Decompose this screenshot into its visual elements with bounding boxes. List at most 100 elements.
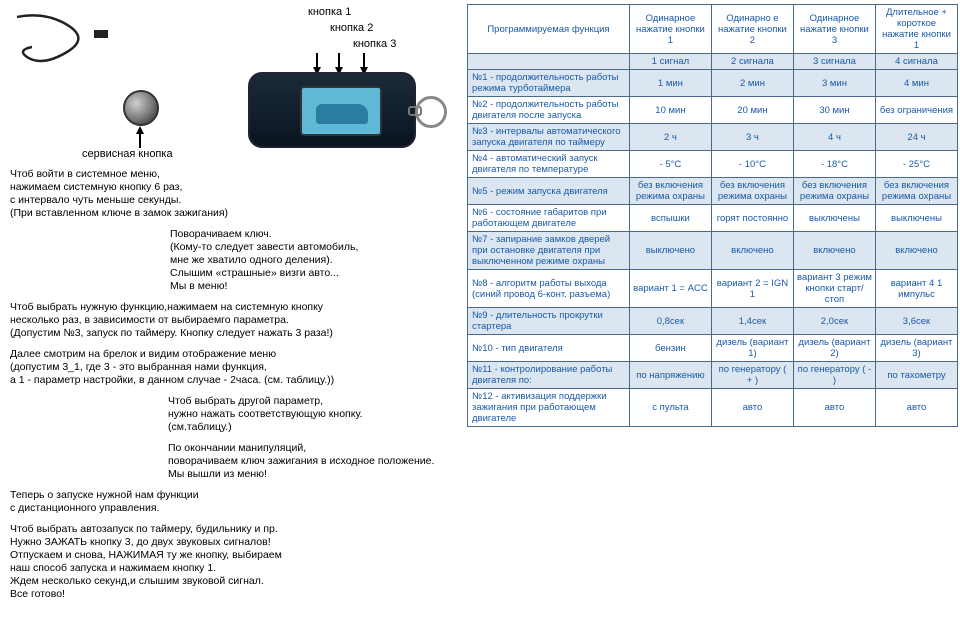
button-labels: кнопка 1 кнопка 2 кнопка 3: [308, 4, 396, 52]
table-cell: вариант 4 1 импульс: [875, 270, 957, 308]
table-row: №11 - контролирование работы двигателя п…: [468, 362, 958, 389]
table-cell: дизель (вариант 2): [793, 335, 875, 362]
table-cell: выключены: [875, 205, 957, 232]
table-cell: бензин: [629, 335, 711, 362]
car-icon: [316, 104, 368, 124]
table-cell: по генератору ( - ): [793, 362, 875, 389]
row-label: №3 - интервалы автоматического запуска д…: [468, 124, 630, 151]
table-row: №4 - автоматический запуск двигателя по …: [468, 151, 958, 178]
table-cell: 2,0сек: [793, 308, 875, 335]
row-label: №5 - режим запуска двигателя: [468, 178, 630, 205]
table-cell: - 18°C: [793, 151, 875, 178]
btn3-label: кнопка 3: [353, 36, 396, 52]
table-cell: дизель (вариант 3): [875, 335, 957, 362]
row-label: №4 - автоматический запуск двигателя по …: [468, 151, 630, 178]
table-cell: по тахометру: [875, 362, 957, 389]
table-row: №6 - состояние габаритов при работающем …: [468, 205, 958, 232]
table-cell: вспышки: [629, 205, 711, 232]
row-label: №10 - тип двигателя: [468, 335, 630, 362]
para-8: Чтоб выбрать автозапуск по таймеру, буди…: [10, 523, 457, 601]
th-sig3: 3 сигнала: [793, 54, 875, 70]
table-row: №3 - интервалы автоматического запуска д…: [468, 124, 958, 151]
para-7: Теперь о запуске нужной нам функции с ди…: [10, 489, 457, 515]
table-cell: вариант 3 режим кнопки старт/стоп: [793, 270, 875, 308]
table-cell: 3 ч: [711, 124, 793, 151]
remote-screen: [300, 86, 382, 136]
instructions: Чтоб войти в системное меню, нажимаем си…: [10, 168, 457, 601]
table-cell: по напряжению: [629, 362, 711, 389]
row-label: №9 - длительность прокрутки стартера: [468, 308, 630, 335]
table-row: №1 - продолжительность работы режима тур…: [468, 70, 958, 97]
cable-drawing: [12, 12, 112, 67]
table-cell: 30 мин: [793, 97, 875, 124]
table-cell: выключены: [793, 205, 875, 232]
table-cell: 2 мин: [711, 70, 793, 97]
table-row: №5 - режим запуска двигателябез включени…: [468, 178, 958, 205]
table-cell: включено: [875, 232, 957, 270]
row-label: №1 - продолжительность работы режима тур…: [468, 70, 630, 97]
table-cell: - 25°C: [875, 151, 957, 178]
table-cell: 10 мин: [629, 97, 711, 124]
table-row: №8 - алгоритм работы выхода (синий прово…: [468, 270, 958, 308]
btn2-label: кнопка 2: [330, 20, 396, 36]
device-diagram: сервисная кнопка кнопка 1 кнопка 2 кнопк…: [10, 4, 457, 164]
table-cell: авто: [711, 389, 793, 427]
th-sig-empty: [468, 54, 630, 70]
table-cell: 4 мин: [875, 70, 957, 97]
table-cell: включено: [711, 232, 793, 270]
remote-image: [248, 72, 416, 148]
table-cell: 3 мин: [793, 70, 875, 97]
row-label: №6 - состояние габаритов при работающем …: [468, 205, 630, 232]
table-cell: 24 ч: [875, 124, 957, 151]
table-row: №7 - запирание замков дверей при останов…: [468, 232, 958, 270]
th-b1: Одинарное нажатие кнопки 1: [629, 5, 711, 54]
table-cell: дизель (вариант 1): [711, 335, 793, 362]
table-cell: 20 мин: [711, 97, 793, 124]
service-button-image: [123, 90, 159, 126]
para-1: Чтоб войти в системное меню, нажимаем си…: [10, 168, 457, 220]
table-cell: с пульта: [629, 389, 711, 427]
table-cell: 3,6сек: [875, 308, 957, 335]
table-cell: по генератору ( + ): [711, 362, 793, 389]
table-cell: выключено: [629, 232, 711, 270]
table-cell: 4 ч: [793, 124, 875, 151]
row-label: №12 - активизация поддержки зажигания пр…: [468, 389, 630, 427]
th-sig4: 4 сигнала: [875, 54, 957, 70]
table-cell: - 10°C: [711, 151, 793, 178]
table-cell: 2 ч: [629, 124, 711, 151]
table-cell: вариант 2 = IGN 1: [711, 270, 793, 308]
table-cell: 1,4сек: [711, 308, 793, 335]
para-4: Далее смотрим на брелок и видим отображе…: [10, 348, 457, 387]
table-cell: без ограничения: [875, 97, 957, 124]
th-b3: Одинарное нажатие кнопки 3: [793, 5, 875, 54]
service-button-label: сервисная кнопка: [82, 148, 173, 160]
arrow-up-icon: [136, 126, 144, 134]
btn1-label: кнопка 1: [308, 4, 396, 20]
table-cell: горят постоянно: [711, 205, 793, 232]
keyring-icon: [415, 96, 447, 128]
table-cell: авто: [793, 389, 875, 427]
table-cell: без включения режима охраны: [711, 178, 793, 205]
row-label: №2 - продолжительность работы двигателя …: [468, 97, 630, 124]
table-cell: без включения режима охраны: [875, 178, 957, 205]
table-cell: 0,8сек: [629, 308, 711, 335]
table-cell: 1 мин: [629, 70, 711, 97]
table-head: Программируемая функция Одинарное нажати…: [468, 5, 958, 70]
th-sig1: 1 сигнал: [629, 54, 711, 70]
table-row: №9 - длительность прокрутки стартера0,8с…: [468, 308, 958, 335]
left-panel: сервисная кнопка кнопка 1 кнопка 2 кнопк…: [0, 0, 465, 643]
table-cell: без включения режима охраны: [793, 178, 875, 205]
right-panel: Программируемая функция Одинарное нажати…: [465, 0, 960, 643]
para-2: Поворачиваем ключ. (Кому-то следует заве…: [170, 228, 457, 293]
th-b2: Одинарно е нажатие кнопки 2: [711, 5, 793, 54]
table-cell: вариант 1 = ACC: [629, 270, 711, 308]
para-5: Чтоб выбрать другой параметр, нужно нажа…: [168, 395, 457, 434]
para-6: По окончании манипуляций, поворачиваем к…: [168, 442, 457, 481]
row-label: №11 - контролирование работы двигателя п…: [468, 362, 630, 389]
row-label: №7 - запирание замков дверей при останов…: [468, 232, 630, 270]
row-label: №8 - алгоритм работы выхода (синий прово…: [468, 270, 630, 308]
table-cell: - 5°C: [629, 151, 711, 178]
th-sig2: 2 сигнала: [711, 54, 793, 70]
para-3: Чтоб выбрать нужную функцию,нажимаем на …: [10, 301, 457, 340]
table-cell: без включения режима охраны: [629, 178, 711, 205]
